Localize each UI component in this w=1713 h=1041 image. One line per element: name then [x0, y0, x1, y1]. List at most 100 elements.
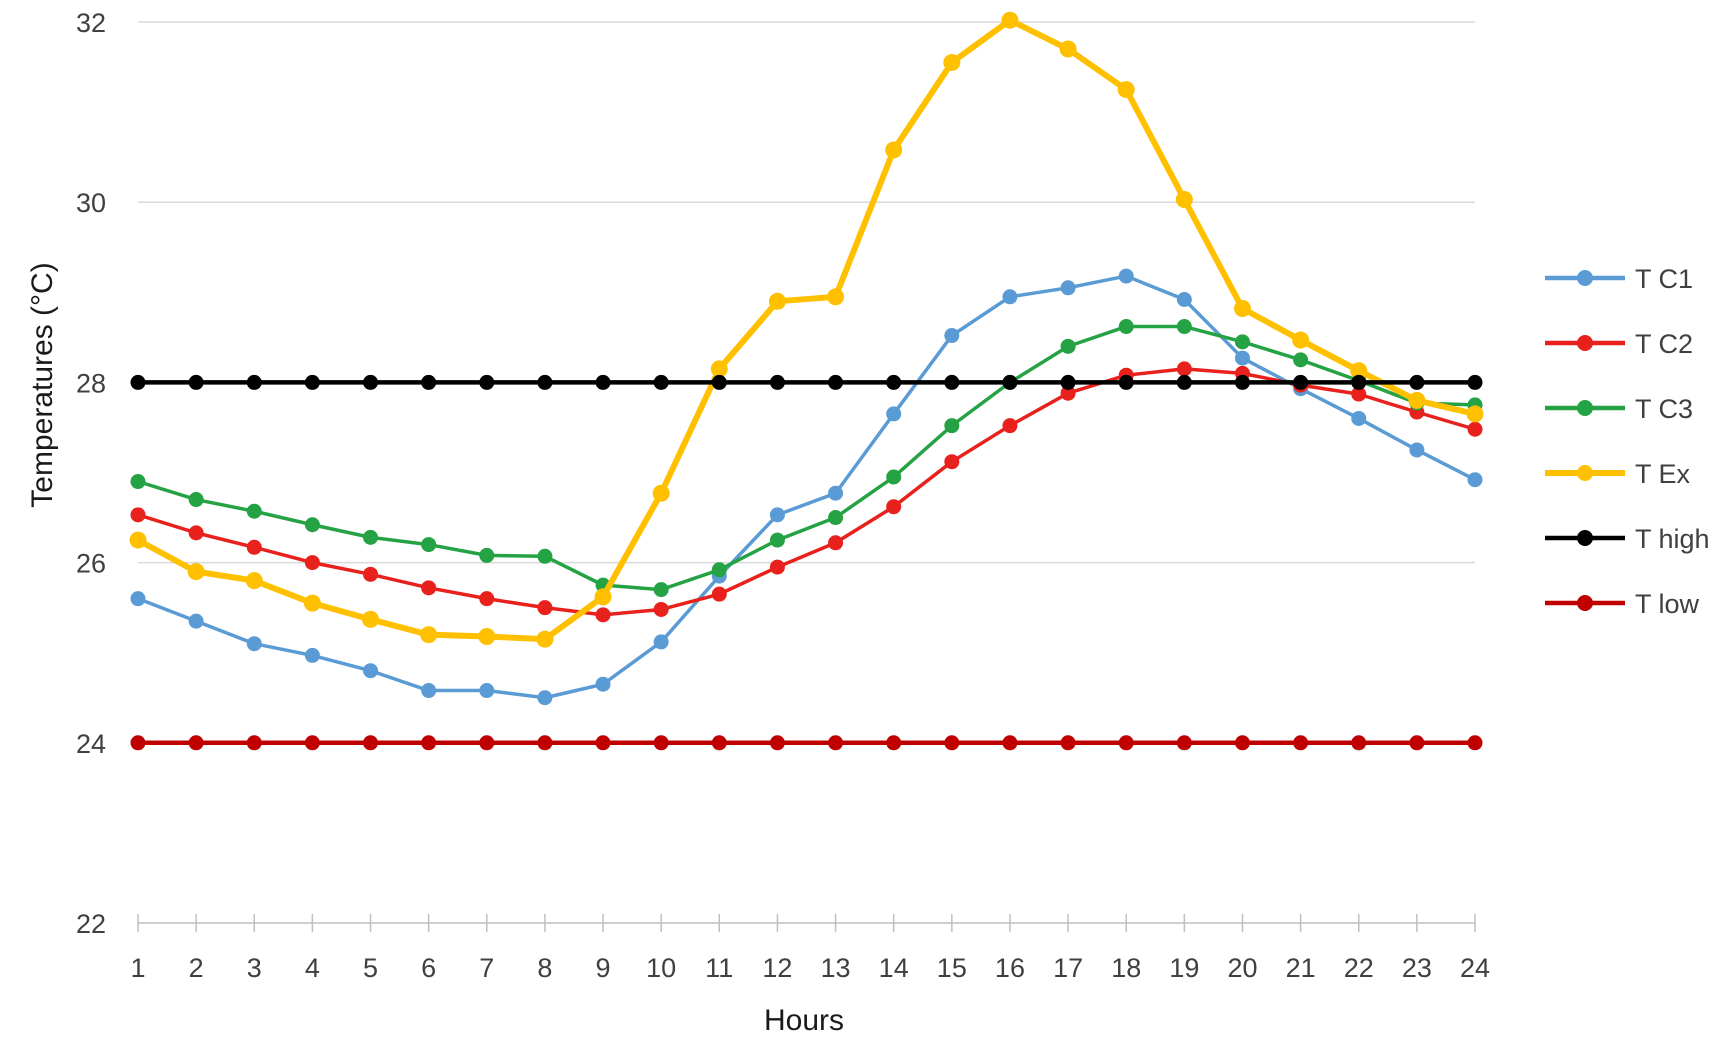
y-tick-label: 26	[76, 549, 106, 579]
data-point	[1060, 385, 1076, 401]
x-tick-label: 2	[189, 953, 204, 983]
data-point	[769, 532, 785, 548]
data-point	[1409, 442, 1425, 458]
data-point	[595, 735, 611, 751]
data-point	[1060, 280, 1076, 296]
data-point	[1467, 374, 1483, 390]
data-point	[1176, 735, 1192, 751]
x-tick-label: 20	[1227, 953, 1257, 983]
series-t-high	[130, 374, 1483, 390]
data-point	[828, 535, 844, 551]
data-point	[711, 586, 727, 602]
data-point	[188, 613, 204, 629]
data-point	[246, 374, 262, 390]
data-point	[1118, 319, 1134, 335]
x-tick-label: 21	[1286, 953, 1316, 983]
data-point	[304, 517, 320, 533]
data-point	[1409, 735, 1425, 751]
data-point	[1293, 374, 1309, 390]
data-point	[1467, 421, 1483, 437]
data-point	[1060, 338, 1076, 354]
x-axis-title: Hours	[764, 1004, 844, 1037]
x-axis	[137, 914, 1476, 932]
data-point	[652, 484, 670, 502]
x-tick-label: 8	[537, 953, 552, 983]
data-point	[188, 525, 204, 541]
series-lines	[129, 11, 1484, 751]
data-point	[478, 627, 496, 645]
data-point	[363, 529, 379, 545]
data-point	[828, 735, 844, 751]
data-point	[1350, 362, 1368, 380]
data-point	[595, 676, 611, 692]
data-point	[479, 547, 495, 563]
data-point	[363, 374, 379, 390]
data-point	[1002, 735, 1018, 751]
data-point	[362, 610, 380, 628]
data-point	[653, 374, 669, 390]
data-point	[130, 507, 146, 523]
data-point	[1176, 292, 1192, 308]
data-point	[828, 374, 844, 390]
legend-label: T C2	[1635, 329, 1693, 359]
legend-swatch-marker	[1577, 465, 1593, 481]
data-point	[537, 600, 553, 616]
data-point	[1176, 374, 1192, 390]
data-point	[1467, 472, 1483, 488]
data-point	[886, 735, 902, 751]
series-line	[136, 17, 1476, 643]
legend-swatch-marker	[1577, 400, 1593, 416]
data-point	[886, 374, 902, 390]
data-point	[1234, 374, 1250, 390]
data-point	[421, 735, 437, 751]
data-point	[479, 374, 495, 390]
data-point	[886, 499, 902, 515]
data-point	[944, 374, 960, 390]
data-point	[537, 690, 553, 706]
data-point	[1176, 319, 1192, 335]
legend-item: T low	[1545, 589, 1700, 619]
legend-item: T high	[1545, 524, 1710, 554]
data-point	[769, 735, 785, 751]
data-point	[1002, 418, 1018, 434]
legend-item: T Ex	[1545, 459, 1691, 489]
x-tick-label: 19	[1169, 953, 1199, 983]
data-point	[595, 374, 611, 390]
data-point	[1351, 386, 1367, 402]
y-axis-tick-labels: 22 24 26 28 30 32	[76, 8, 106, 939]
series-t-c3	[130, 319, 1483, 598]
data-point	[363, 663, 379, 679]
data-point	[1118, 735, 1134, 751]
data-point	[711, 374, 727, 390]
data-point	[304, 555, 320, 571]
x-tick-label: 3	[247, 953, 262, 983]
x-tick-label: 10	[646, 953, 676, 983]
series-t-c1	[130, 268, 1483, 706]
data-point	[363, 566, 379, 582]
data-point	[130, 735, 146, 751]
x-tick-label: 1	[130, 953, 145, 983]
data-point	[1118, 268, 1134, 284]
x-tick-label: 16	[995, 953, 1025, 983]
y-axis-title: Temperatures (°C)	[26, 262, 59, 507]
legend-label: T C3	[1635, 394, 1693, 424]
data-point	[421, 537, 437, 553]
data-point	[130, 374, 146, 390]
x-tick-label: 12	[762, 953, 792, 983]
legend-item: T C3	[1545, 394, 1693, 424]
data-point	[769, 507, 785, 523]
data-point	[479, 683, 495, 699]
data-point	[710, 360, 728, 378]
data-point	[479, 735, 495, 751]
data-point	[827, 288, 845, 306]
data-point	[1408, 391, 1426, 409]
data-point	[1293, 352, 1309, 368]
legend-label: T low	[1635, 589, 1700, 619]
series-line	[137, 274, 1476, 700]
data-point	[421, 374, 437, 390]
data-point	[768, 292, 786, 310]
data-point	[653, 601, 669, 617]
data-point	[246, 539, 262, 555]
x-tick-label: 4	[305, 953, 320, 983]
